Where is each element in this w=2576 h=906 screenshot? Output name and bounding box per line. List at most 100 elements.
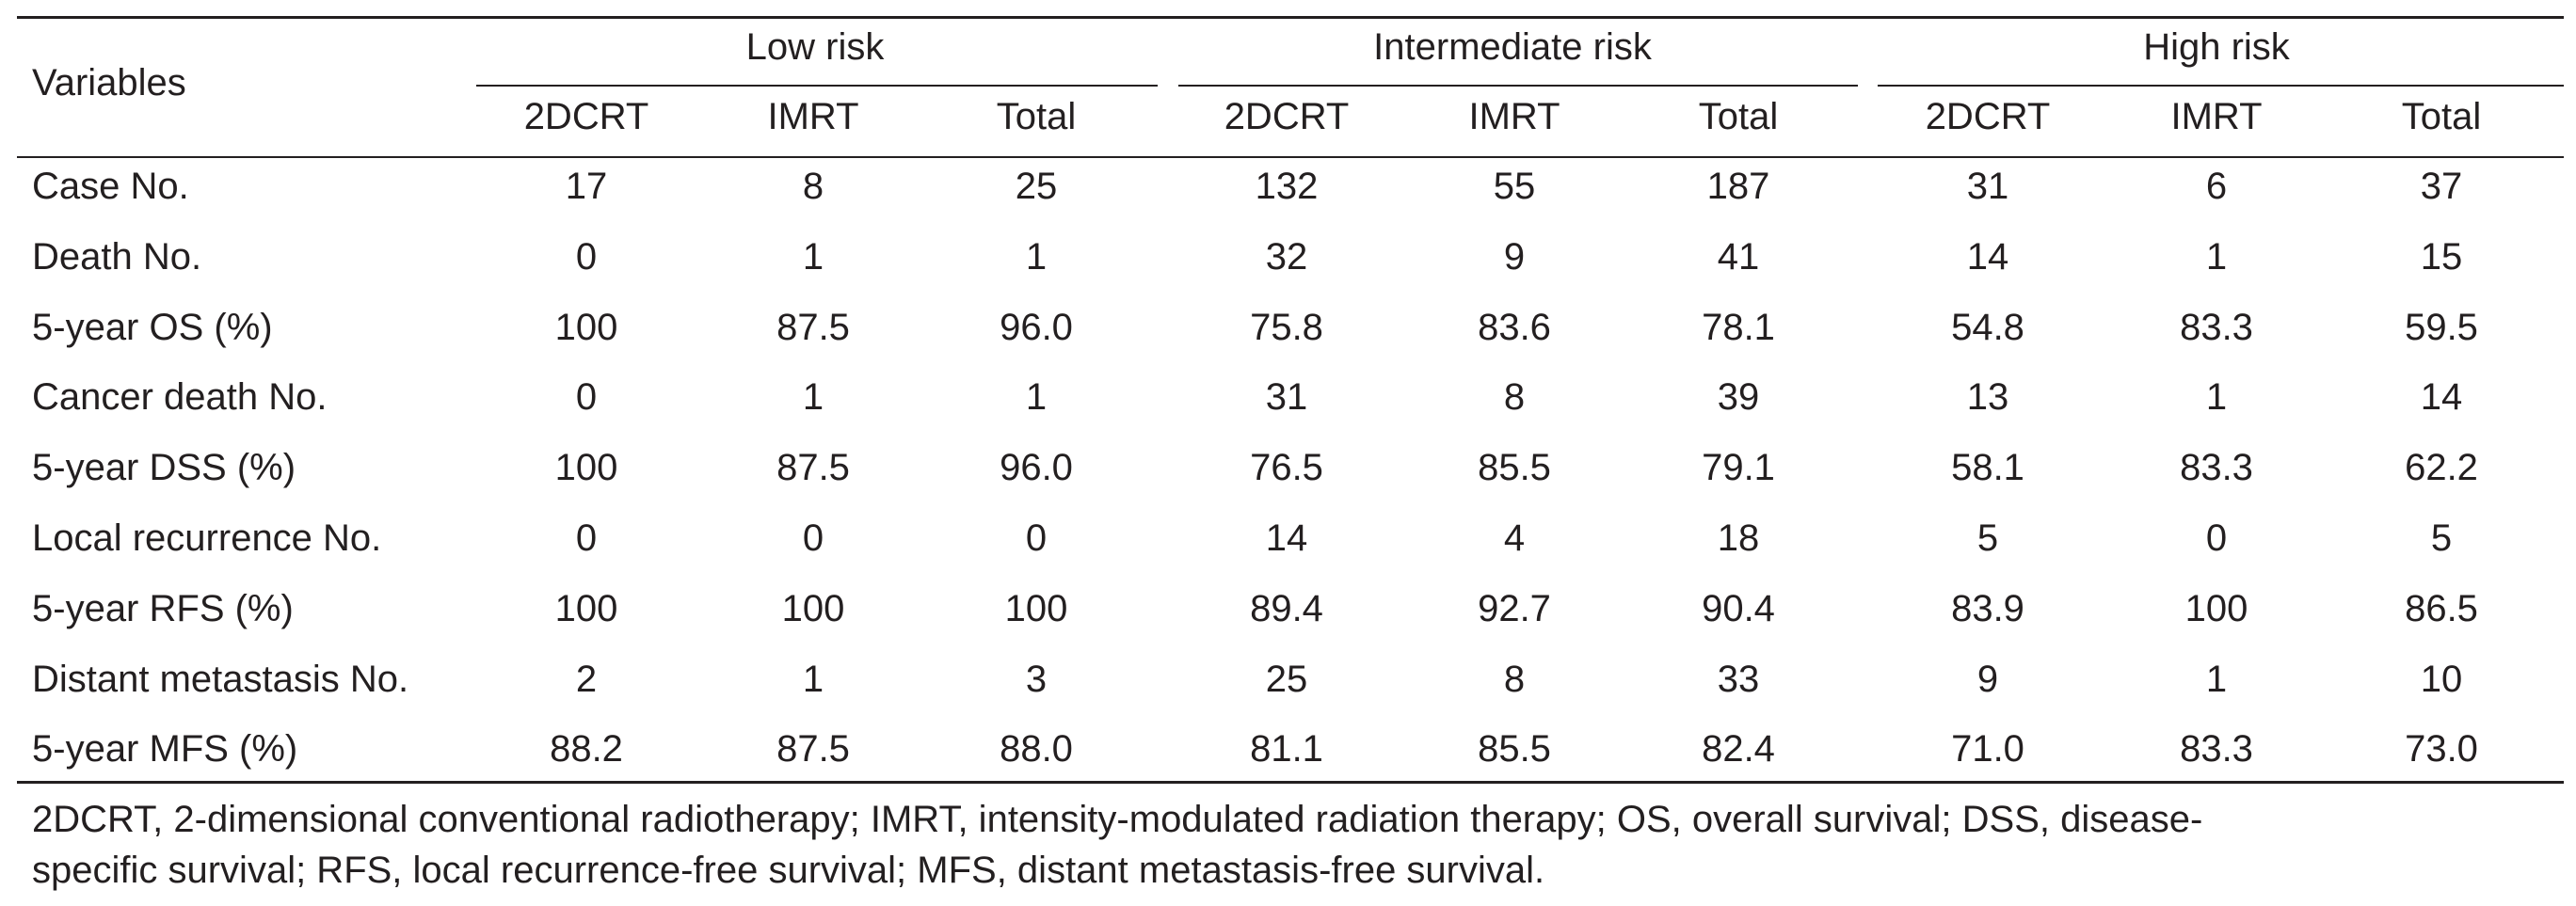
table-cell: 8 (802, 166, 824, 207)
table-cell: 92.7 (1478, 588, 1551, 629)
group-header-low-risk: Low risk (745, 26, 885, 68)
table-cell: 25 (1265, 659, 1308, 700)
group-underline-low-risk (476, 85, 1158, 87)
table-cell: 54.8 (1951, 307, 2024, 348)
row-label: Distant metastasis No. (32, 659, 409, 700)
table-cell: 83.3 (2180, 728, 2253, 770)
footnote-line-2: specific survival; RFS, local recurrence… (32, 850, 1545, 891)
table-cell: 37 (2420, 166, 2463, 207)
table-cell: 14 (2420, 376, 2463, 418)
table-cell: 31 (1265, 376, 1308, 418)
subheader-low-2dcrt: 2DCRT (523, 96, 649, 137)
table-cell: 5 (1976, 517, 1999, 559)
table-cell: 9 (1976, 659, 1999, 700)
table-cell: 15 (2420, 236, 2463, 278)
bottom-rule (17, 781, 2564, 784)
table-cell: 5 (2430, 517, 2453, 559)
subheader-high-2dcrt: 2DCRT (1925, 96, 2051, 137)
row-label: Case No. (32, 166, 189, 207)
group-underline-intermediate-risk (1178, 85, 1858, 87)
table-cell: 3 (1025, 659, 1048, 700)
row-label: 5-year OS (%) (32, 307, 273, 348)
table-cell: 14 (1265, 517, 1308, 559)
table-cell: 88.2 (550, 728, 623, 770)
table-cell: 55 (1493, 166, 1536, 207)
table-cell: 132 (1255, 166, 1319, 207)
table-cell: 83.6 (1478, 307, 1551, 348)
table-cell: 83.3 (2180, 307, 2253, 348)
row-label: 5-year DSS (%) (32, 447, 296, 488)
row-label: Local recurrence No. (32, 517, 382, 559)
table-cell: 1 (2205, 236, 2228, 278)
table-cell: 39 (1717, 376, 1760, 418)
header-rule (17, 156, 2564, 158)
table-cell: 25 (1015, 166, 1058, 207)
table-cell: 83.9 (1951, 588, 2024, 629)
header-variables: Variables (32, 62, 186, 103)
table-cell: 13 (1966, 376, 2009, 418)
table-cell: 1 (802, 659, 824, 700)
table-cell: 0 (802, 517, 824, 559)
table-cell: 87.5 (776, 447, 850, 488)
subheader-int-imrt: IMRT (1468, 96, 1560, 137)
table-cell: 96.0 (1000, 307, 1073, 348)
table-cell: 32 (1265, 236, 1308, 278)
table-cell: 87.5 (776, 728, 850, 770)
table-cell: 4 (1503, 517, 1526, 559)
subheader-int-total: Total (1698, 96, 1779, 137)
table-cell: 86.5 (2405, 588, 2478, 629)
table-cell: 10 (2420, 659, 2463, 700)
table-cell: 59.5 (2405, 307, 2478, 348)
table-cell: 100 (1004, 588, 1068, 629)
table-cell: 100 (554, 307, 618, 348)
table-cell: 0 (575, 236, 598, 278)
table-cell: 9 (1503, 236, 1526, 278)
table-cell: 2 (575, 659, 598, 700)
table-cell: 41 (1717, 236, 1760, 278)
footnote-line-1: 2DCRT, 2-dimensional conventional radiot… (32, 799, 2203, 840)
table-cell: 71.0 (1951, 728, 2024, 770)
table-cell: 73.0 (2405, 728, 2478, 770)
row-label: 5-year MFS (%) (32, 728, 298, 770)
table-cell: 1 (802, 376, 824, 418)
subheader-low-imrt: IMRT (767, 96, 859, 137)
group-header-intermediate-risk: Intermediate risk (1373, 26, 1652, 68)
table-cell: 1 (2205, 376, 2228, 418)
table-cell: 14 (1966, 236, 2009, 278)
row-label: 5-year RFS (%) (32, 588, 294, 629)
table-cell: 0 (2205, 517, 2228, 559)
table-cell: 33 (1717, 659, 1760, 700)
table-cell: 90.4 (1702, 588, 1775, 629)
group-underline-high-risk (1878, 85, 2564, 87)
table-cell: 31 (1966, 166, 2009, 207)
table-cell: 17 (565, 166, 608, 207)
table-cell: 8 (1503, 659, 1526, 700)
table-cell: 1 (802, 236, 824, 278)
top-rule (17, 16, 2564, 19)
table-cell: 89.4 (1250, 588, 1323, 629)
table-cell: 0 (1025, 517, 1048, 559)
table-cell: 100 (554, 447, 618, 488)
table-cell: 76.5 (1250, 447, 1323, 488)
table-cell: 96.0 (1000, 447, 1073, 488)
table-cell: 1 (2205, 659, 2228, 700)
table-cell: 82.4 (1702, 728, 1775, 770)
table-cell: 18 (1717, 517, 1760, 559)
row-label: Death No. (32, 236, 202, 278)
table-cell: 88.0 (1000, 728, 1073, 770)
subheader-low-total: Total (996, 96, 1077, 137)
table-cell: 85.5 (1478, 728, 1551, 770)
table-cell: 187 (1706, 166, 1770, 207)
table-cell: 81.1 (1250, 728, 1323, 770)
table-cell: 62.2 (2405, 447, 2478, 488)
table-cell: 87.5 (776, 307, 850, 348)
table-cell: 58.1 (1951, 447, 2024, 488)
table-cell: 85.5 (1478, 447, 1551, 488)
table-cell: 0 (575, 517, 598, 559)
table-cell: 100 (554, 588, 618, 629)
table-cell: 100 (2184, 588, 2248, 629)
table-cell: 100 (781, 588, 845, 629)
table-cell: 79.1 (1702, 447, 1775, 488)
subheader-int-2dcrt: 2DCRT (1224, 96, 1350, 137)
table-cell: 75.8 (1250, 307, 1323, 348)
